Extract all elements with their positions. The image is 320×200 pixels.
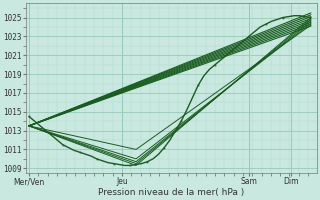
X-axis label: Pression niveau de la mer( hPa ): Pression niveau de la mer( hPa ): [98, 188, 244, 197]
